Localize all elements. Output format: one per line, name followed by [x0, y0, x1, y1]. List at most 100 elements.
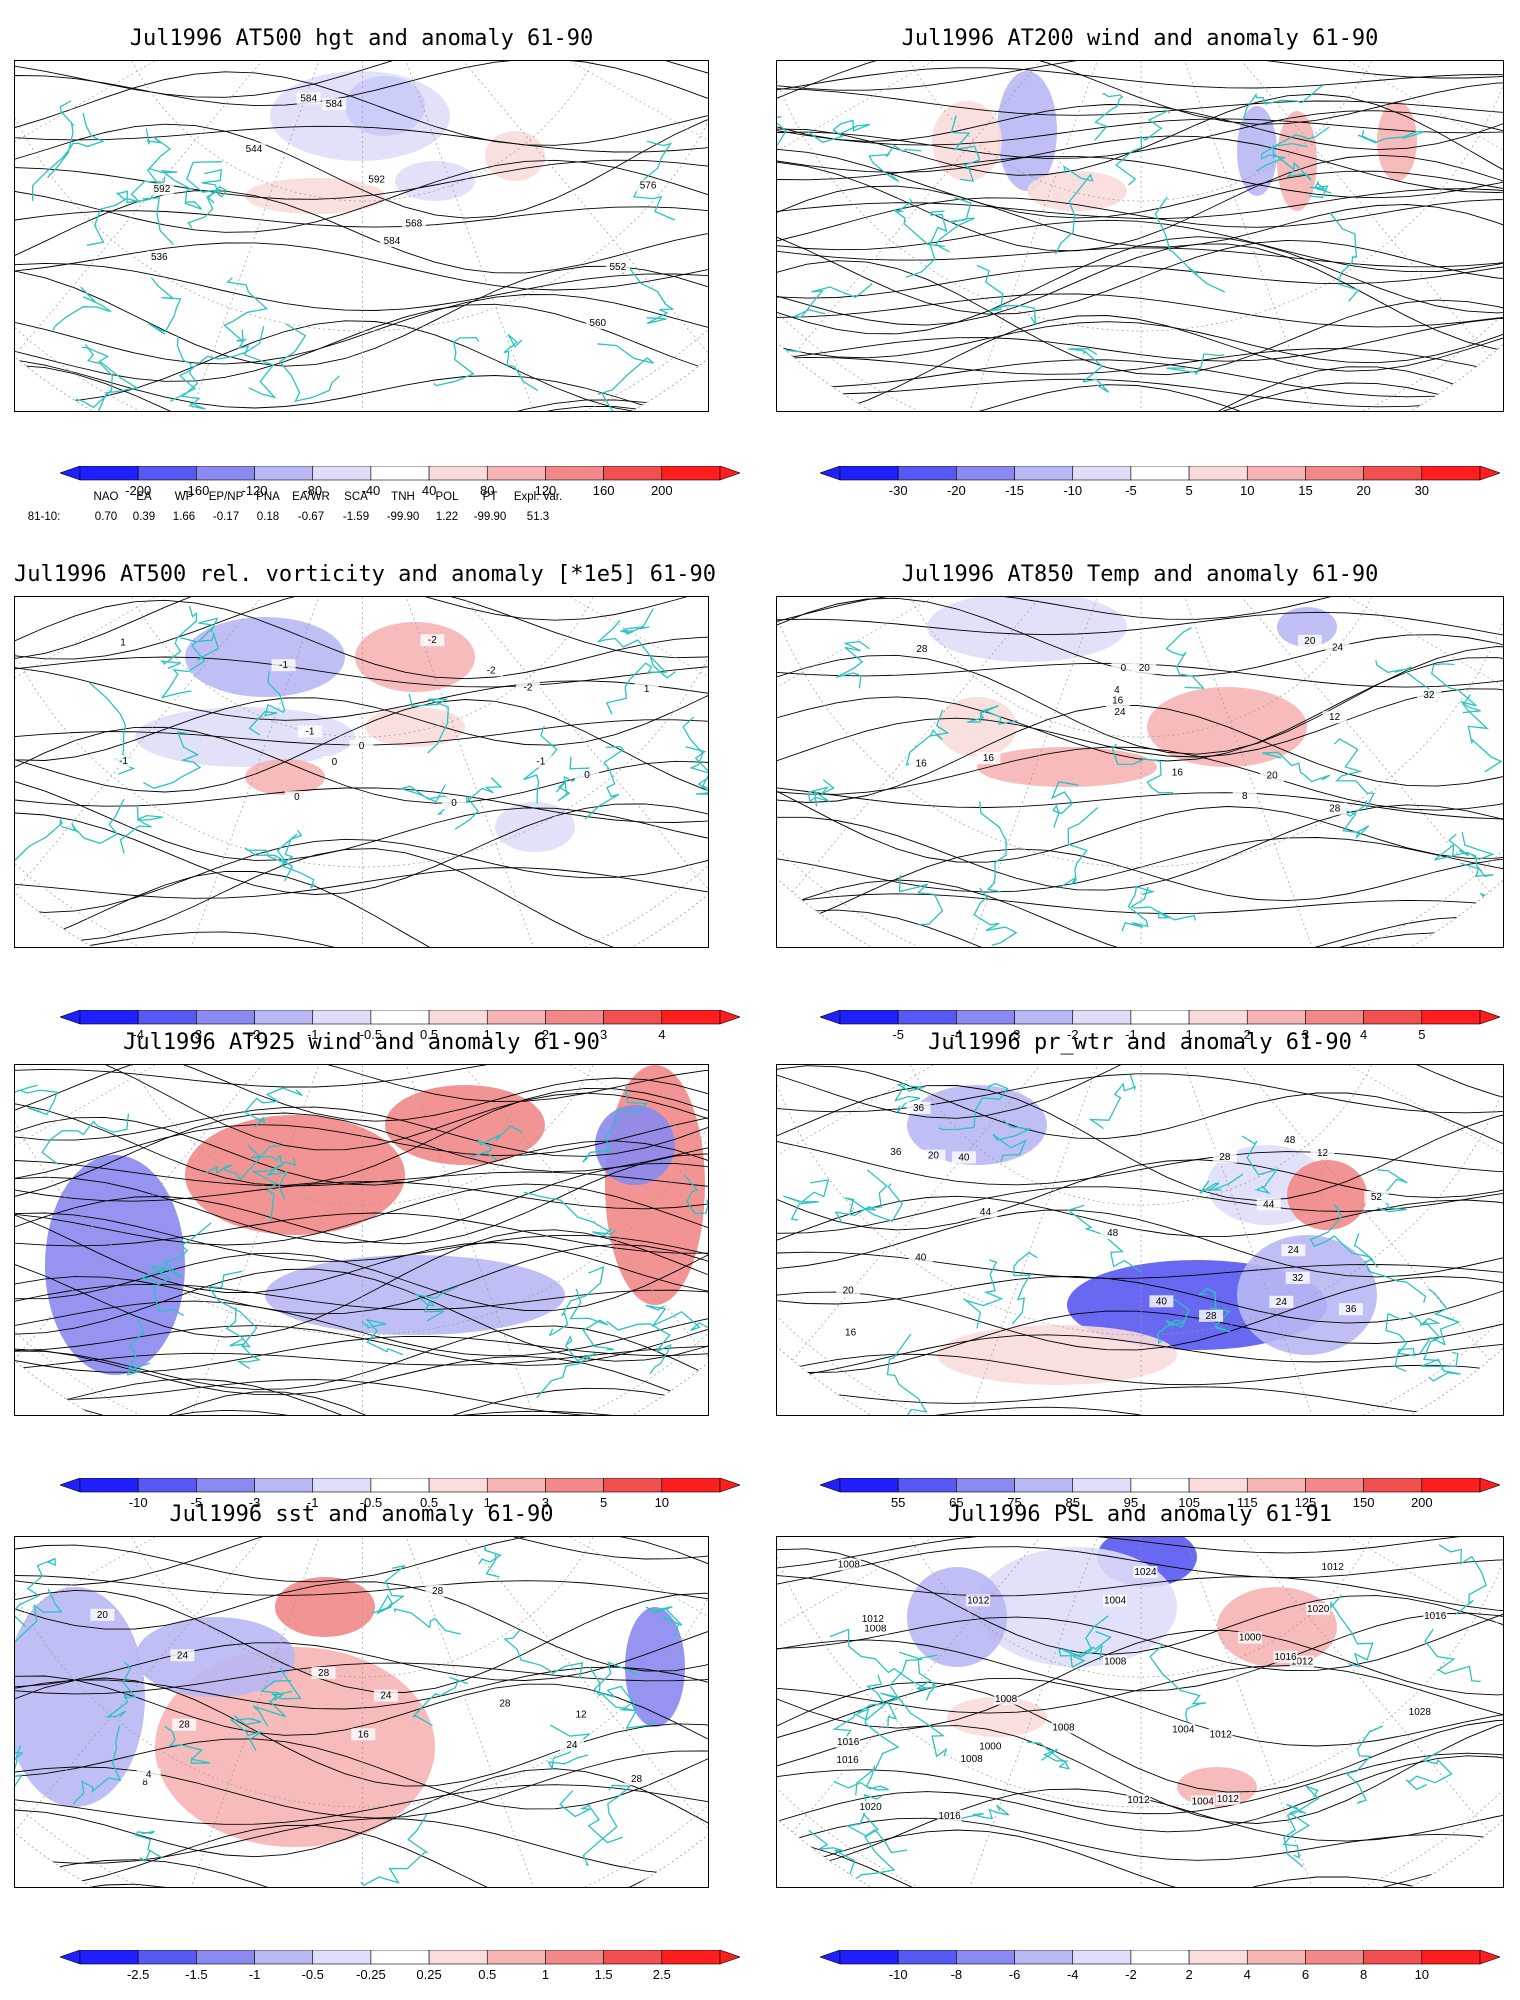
contour-label: 16	[916, 758, 928, 769]
coastline	[159, 1222, 212, 1279]
coastline	[1309, 1203, 1379, 1269]
contour-label: 0	[451, 798, 457, 809]
colorbar-label: 2	[542, 1027, 549, 1042]
colorbar-box	[312, 1949, 372, 1965]
colorbar-box	[428, 1477, 488, 1493]
colorbar-label: 85	[1065, 1495, 1079, 1510]
contour-label: 20	[843, 1286, 855, 1297]
anomaly-shading	[605, 1065, 705, 1305]
coastline	[1026, 1741, 1070, 1770]
colorbar-box	[839, 1949, 899, 1965]
colorbar-box	[1305, 465, 1364, 481]
coastline	[1050, 781, 1079, 828]
contour-line	[15, 1589, 708, 1693]
streamline	[15, 1162, 708, 1244]
contour-line	[777, 1065, 1503, 1155]
contour-line	[15, 206, 708, 228]
colorbar-label: -10	[1063, 483, 1082, 498]
teleconnection-header: TNH	[391, 491, 415, 503]
teleconnection-value: -1.59	[342, 511, 370, 523]
map-frame-p8: 1016 1016 1012 1008 1004 1000 1004 1008 1008 1008…	[776, 1536, 1504, 1888]
colorbar-max-arrow	[1479, 1009, 1501, 1025]
colorbar-box	[254, 1949, 314, 1965]
meridian-line	[362, 61, 708, 411]
contour-label: 28	[432, 1586, 444, 1597]
coastline	[963, 1259, 1004, 1329]
streamline	[15, 1283, 708, 1310]
colorbar-label: -30	[889, 483, 908, 498]
streamline	[777, 104, 1503, 151]
contour-line	[777, 1073, 1503, 1114]
anomaly-shading	[1277, 607, 1337, 647]
contour-line	[15, 399, 708, 411]
contour-line	[15, 262, 708, 311]
meridian-line	[135, 61, 363, 411]
contour-line	[15, 787, 708, 823]
meridian-line	[362, 1065, 590, 1415]
contour-label: 1008	[995, 1694, 1018, 1705]
coastline	[1448, 833, 1494, 878]
teleconnection-value: 0.70	[94, 511, 118, 523]
colorbar-box	[486, 465, 546, 481]
streamline	[777, 219, 1503, 273]
anomaly-shading	[495, 802, 575, 852]
streamline	[777, 67, 1503, 91]
contour-label: 24	[380, 1691, 392, 1702]
teleconnection-value: -0.17	[212, 511, 240, 523]
coastline	[548, 1265, 605, 1337]
streamline	[777, 197, 1503, 242]
coastline	[682, 716, 708, 803]
contour-label: -2	[487, 665, 496, 676]
coastline	[1157, 1299, 1190, 1345]
coastline	[886, 1333, 928, 1415]
contour-line	[777, 837, 1503, 893]
anomaly-shading	[185, 617, 345, 697]
contour-label: 1020	[859, 1802, 882, 1813]
polar-map-p2	[777, 61, 1503, 411]
colorbar-box	[254, 1477, 314, 1493]
contour-line	[15, 359, 708, 411]
contour-line	[777, 688, 1503, 762]
coastline	[1242, 85, 1323, 120]
contour-label: 24	[1288, 1245, 1300, 1256]
coastline	[1329, 212, 1360, 302]
colorbar-max-arrow	[719, 465, 741, 481]
contour-label: 28	[499, 1698, 511, 1709]
contour-label: 44	[1263, 1199, 1275, 1210]
meridian-line	[914, 61, 1142, 411]
contour-line	[777, 1752, 1503, 1815]
streamline	[15, 1183, 708, 1246]
colorbar-box	[1014, 1949, 1074, 1965]
coastline	[360, 1814, 429, 1887]
colorbar-box	[486, 1009, 546, 1025]
panel-title: Jul1996 AT500 hgt and anomaly 61-90	[129, 26, 594, 51]
contour-label: -1	[119, 756, 128, 767]
colorbar-label: -5	[191, 1495, 203, 1510]
coastline	[119, 804, 163, 854]
colorbar-box	[1072, 1949, 1132, 1965]
contour-line	[777, 1717, 1503, 1824]
streamline	[15, 1065, 708, 1151]
contour-label: 0	[1121, 663, 1127, 674]
colorbar-box	[428, 1009, 488, 1025]
anomaly-shading	[245, 178, 385, 214]
coastline	[976, 264, 1037, 325]
coastline	[414, 1286, 458, 1322]
colorbar-label: 20	[1356, 483, 1370, 498]
colorbar-label: 1	[484, 1027, 491, 1042]
map-frame-p7: 24 28 28 28 20 16 12 8 4 24 24 28 28	[14, 1536, 709, 1888]
coastline	[1462, 694, 1503, 773]
streamline	[15, 1229, 708, 1338]
colorbar-box	[1130, 1009, 1190, 1025]
coastline	[886, 1651, 923, 1729]
contour-label: 28	[179, 1720, 191, 1731]
colorbar-box	[370, 465, 430, 481]
anomaly-shading	[45, 1155, 185, 1375]
streamline	[777, 236, 1503, 315]
colorbar-box	[1014, 465, 1074, 481]
colorbar-label: 120	[535, 483, 557, 498]
streamline	[777, 188, 1503, 219]
streamline	[777, 348, 1503, 378]
anomaly-shading	[185, 1115, 405, 1235]
colorbar-box	[79, 465, 139, 481]
